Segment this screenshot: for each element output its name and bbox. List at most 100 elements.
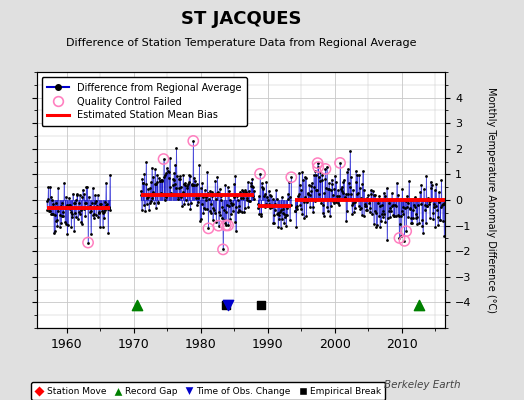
Point bbox=[327, 203, 335, 209]
Point bbox=[226, 197, 235, 203]
Point bbox=[201, 194, 210, 200]
Point bbox=[423, 203, 431, 210]
Point bbox=[323, 204, 331, 210]
Point bbox=[152, 180, 160, 187]
Point bbox=[320, 213, 328, 220]
Point bbox=[403, 214, 412, 220]
Point bbox=[400, 238, 409, 244]
Point bbox=[330, 186, 339, 192]
Point bbox=[394, 192, 402, 198]
Point bbox=[77, 219, 85, 226]
Point bbox=[164, 167, 172, 174]
Point bbox=[241, 187, 249, 194]
Point bbox=[419, 186, 428, 192]
Point bbox=[42, 198, 51, 204]
Point bbox=[139, 179, 148, 186]
Point bbox=[320, 190, 329, 196]
Point bbox=[318, 172, 326, 179]
Point bbox=[404, 200, 412, 206]
Point bbox=[254, 205, 262, 211]
Point bbox=[48, 197, 56, 204]
Point bbox=[52, 216, 61, 223]
Point bbox=[368, 211, 376, 217]
Point bbox=[61, 194, 70, 200]
Point bbox=[420, 206, 429, 213]
Point bbox=[89, 211, 97, 218]
Point bbox=[243, 197, 251, 203]
Point bbox=[66, 206, 74, 212]
Point bbox=[393, 196, 401, 202]
Text: Difference of Station Temperature Data from Regional Average: Difference of Station Temperature Data f… bbox=[66, 38, 416, 48]
Point bbox=[89, 185, 97, 191]
Point bbox=[211, 210, 219, 216]
Point bbox=[104, 230, 112, 236]
Point bbox=[222, 209, 231, 216]
Point bbox=[440, 201, 448, 208]
Point bbox=[342, 218, 351, 224]
Point bbox=[240, 209, 248, 215]
Point bbox=[63, 202, 71, 208]
Point bbox=[221, 220, 229, 226]
Point bbox=[248, 176, 256, 182]
Point bbox=[384, 197, 392, 204]
Point bbox=[410, 202, 418, 208]
Point bbox=[160, 196, 169, 203]
Point bbox=[147, 198, 156, 204]
Point bbox=[317, 199, 325, 206]
Point bbox=[310, 184, 319, 190]
Point bbox=[243, 195, 252, 201]
Point bbox=[176, 176, 184, 182]
Point bbox=[427, 178, 435, 185]
Point bbox=[409, 214, 418, 221]
Point bbox=[376, 224, 384, 230]
Point bbox=[47, 194, 55, 201]
Point bbox=[277, 194, 286, 200]
Point bbox=[358, 211, 366, 218]
Point bbox=[256, 170, 264, 177]
Point bbox=[375, 213, 383, 219]
Point bbox=[95, 210, 103, 216]
Point bbox=[84, 239, 92, 246]
Point bbox=[420, 197, 428, 204]
Point bbox=[71, 210, 80, 216]
Point bbox=[80, 191, 89, 198]
Point bbox=[68, 214, 76, 220]
Point bbox=[232, 203, 241, 210]
Point bbox=[146, 200, 154, 206]
Point bbox=[245, 188, 253, 194]
Point bbox=[189, 138, 198, 144]
Point bbox=[389, 212, 398, 218]
Point bbox=[195, 192, 203, 198]
Point bbox=[381, 219, 390, 225]
Point bbox=[160, 174, 168, 181]
Point bbox=[398, 186, 407, 192]
Point bbox=[347, 202, 356, 208]
Point bbox=[436, 204, 445, 210]
Point bbox=[287, 174, 296, 180]
Point bbox=[202, 196, 210, 203]
Point bbox=[180, 181, 188, 187]
Point bbox=[163, 191, 172, 198]
Point bbox=[438, 176, 446, 183]
Point bbox=[343, 208, 351, 214]
Point bbox=[145, 207, 153, 214]
Point bbox=[156, 178, 164, 184]
Point bbox=[306, 192, 314, 198]
Point bbox=[347, 190, 355, 197]
Point bbox=[100, 215, 108, 222]
Point bbox=[229, 201, 237, 207]
Point bbox=[328, 180, 336, 187]
Point bbox=[190, 175, 199, 181]
Point bbox=[406, 206, 414, 212]
Point bbox=[374, 197, 383, 204]
Point bbox=[56, 224, 64, 230]
Point bbox=[267, 192, 275, 199]
Point bbox=[378, 202, 386, 208]
Point bbox=[59, 208, 67, 215]
Point bbox=[85, 208, 94, 215]
Point bbox=[91, 192, 99, 199]
Point bbox=[222, 222, 230, 229]
Point bbox=[354, 190, 362, 197]
Point bbox=[410, 204, 419, 210]
Point bbox=[93, 203, 101, 210]
